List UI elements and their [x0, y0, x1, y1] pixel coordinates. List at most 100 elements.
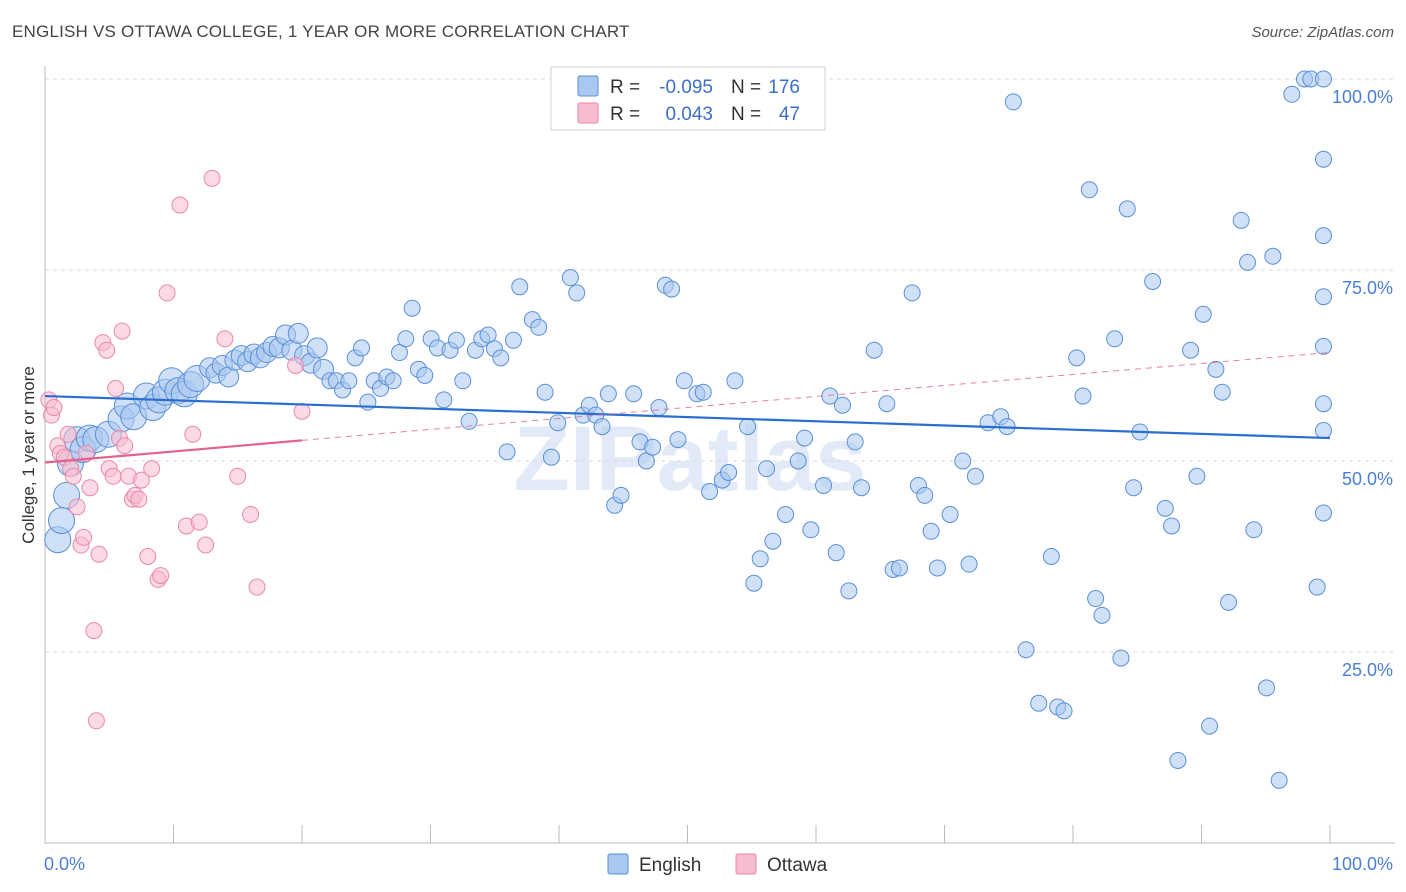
- ottawa-point: [287, 357, 305, 374]
- english-point: [593, 418, 611, 436]
- english-point: [865, 341, 883, 359]
- series-legend: English Ottawa: [607, 853, 828, 876]
- english-point: [1245, 521, 1263, 539]
- english-point: [739, 418, 757, 436]
- ottawa-point: [81, 479, 99, 497]
- english-point: [511, 278, 529, 296]
- y-tick-label: 25.0%: [1342, 660, 1393, 680]
- ottawa-point: [130, 490, 148, 508]
- ottawa-point: [152, 567, 170, 585]
- ottawa-point: [132, 471, 150, 489]
- english-point: [1093, 606, 1111, 624]
- english-point: [827, 544, 845, 562]
- english-point: [1264, 247, 1282, 265]
- ottawa-legend-label: Ottawa: [767, 855, 828, 876]
- x-tick-label-min: 0.0%: [44, 854, 85, 874]
- english-point: [941, 505, 959, 523]
- english-point: [1220, 593, 1238, 611]
- ottawa-point: [293, 402, 311, 420]
- ottawa-point: [85, 622, 103, 640]
- ottawa-point: [45, 399, 63, 417]
- english-point: [669, 431, 687, 449]
- english-point: [353, 339, 371, 357]
- english-point: [498, 443, 516, 461]
- english-point: [852, 479, 870, 497]
- english-point: [1283, 85, 1301, 103]
- ottawa-r-label: R =: [610, 104, 640, 125]
- english-point: [536, 383, 554, 401]
- english-n-value: 176: [768, 77, 800, 98]
- english-r-label: R =: [610, 77, 640, 98]
- english-point: [542, 448, 560, 466]
- english-point: [460, 412, 478, 430]
- english-point: [1169, 751, 1187, 769]
- ottawa-point: [158, 284, 176, 302]
- english-point: [599, 385, 617, 403]
- english-point: [1087, 590, 1105, 608]
- ottawa-point: [197, 536, 215, 554]
- english-n-label: N =: [731, 77, 761, 98]
- ottawa-point: [77, 444, 95, 462]
- ottawa-point: [143, 460, 161, 478]
- english-point: [530, 318, 548, 336]
- english-point: [928, 559, 946, 577]
- english-point: [1144, 272, 1162, 290]
- english-point: [287, 322, 309, 344]
- english-point: [306, 337, 328, 359]
- english-bottom-swatch: [607, 853, 629, 875]
- english-point: [789, 452, 807, 470]
- english-point: [1232, 211, 1250, 229]
- english-point: [1270, 771, 1288, 789]
- english-point: [954, 452, 972, 470]
- english-point: [1314, 395, 1332, 413]
- y-tick-label: 50.0%: [1342, 469, 1393, 489]
- english-point: [561, 269, 579, 287]
- english-point: [435, 391, 453, 409]
- english-point: [1156, 499, 1174, 517]
- english-point: [815, 476, 833, 494]
- english-point: [1068, 349, 1086, 367]
- ottawa-point: [216, 330, 234, 348]
- english-point: [637, 452, 655, 470]
- x-tick-label-max: 100.0%: [1332, 854, 1393, 874]
- ottawa-point: [248, 578, 266, 596]
- english-point: [834, 396, 852, 414]
- y-tick-label: 75.0%: [1342, 278, 1393, 298]
- english-point: [549, 414, 567, 432]
- ottawa-point: [98, 341, 116, 359]
- y-axis-label: College, 1 year or more: [19, 366, 38, 544]
- english-point: [1239, 253, 1257, 271]
- english-point: [1080, 181, 1098, 199]
- english-point: [1074, 387, 1092, 405]
- watermark: ZIPatlas: [514, 408, 867, 510]
- english-point: [701, 483, 719, 501]
- english-point: [922, 522, 940, 540]
- english-point: [447, 331, 465, 349]
- source-credit: Source: ZipAtlas.com: [1251, 24, 1394, 41]
- english-point: [745, 574, 763, 592]
- ottawa-point: [229, 467, 247, 485]
- english-legend-swatch: [577, 75, 599, 97]
- english-point: [1207, 360, 1225, 378]
- ottawa-point: [59, 425, 77, 443]
- chart-title: ENGLISH VS OTTAWA COLLEGE, 1 YEAR OR MOR…: [12, 22, 630, 41]
- english-point: [802, 521, 820, 539]
- y-tick-label: 100.0%: [1332, 87, 1393, 107]
- english-point: [1017, 641, 1035, 659]
- correlation-legend: R = -0.095 N = 176 R = 0.043 N = 47: [550, 66, 826, 131]
- ottawa-n-value: 47: [779, 104, 800, 125]
- english-point: [504, 331, 522, 349]
- english-legend-label: English: [639, 855, 701, 876]
- ottawa-points: [40, 169, 311, 730]
- english-point: [1314, 504, 1332, 522]
- ottawa-legend-swatch: [577, 102, 599, 124]
- ottawa-point: [75, 528, 93, 546]
- english-point: [454, 372, 472, 390]
- english-point: [1030, 694, 1048, 712]
- ottawa-point: [87, 712, 105, 730]
- english-point: [846, 433, 864, 451]
- english-point: [1106, 330, 1124, 348]
- english-point: [492, 349, 510, 367]
- ottawa-n-label: N =: [731, 104, 761, 125]
